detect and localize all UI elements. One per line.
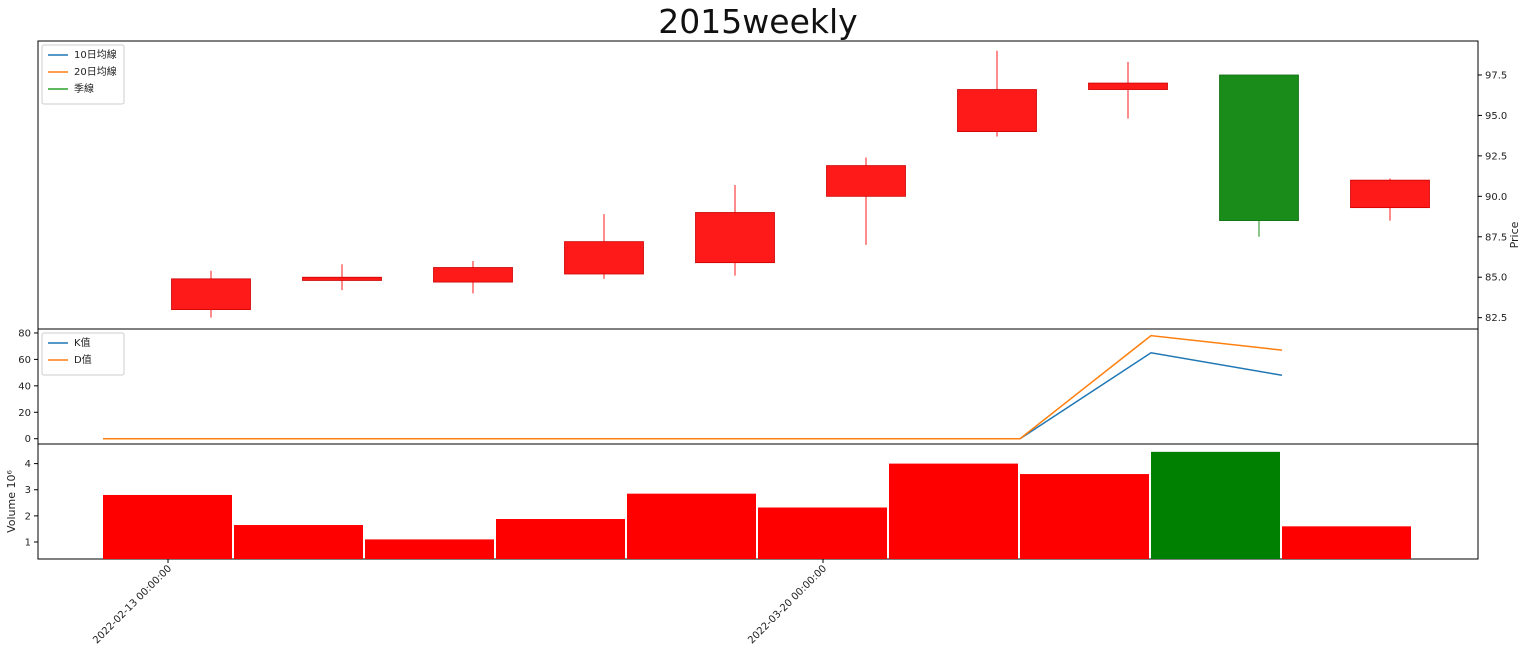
x-tick-label: 2022-03-20 00:00:00 [746, 563, 829, 646]
kd-legend-label: K值 [74, 336, 91, 349]
volume-ytick-label: 3 [25, 485, 31, 496]
kd-series-line-d [103, 334, 1283, 440]
candle-body [1219, 74, 1299, 221]
candle-body [171, 278, 251, 310]
chart-title: 2015weekly [658, 2, 857, 41]
x-axis: 2022-02-13 00:00:00 2022-03-20 00:00:00 [91, 559, 829, 646]
kd-ytick-label: 0 [25, 434, 31, 445]
volume-bar [365, 539, 494, 559]
price-ytick-label: 92.5 [1485, 151, 1507, 162]
kd-legend-label: D值 [74, 353, 92, 366]
price-legend-label: 20日均線 [74, 65, 117, 78]
price-ytick-label: 85.0 [1485, 273, 1507, 284]
x-tick-label: 2022-02-13 00:00:00 [91, 563, 174, 646]
volume-bar [627, 493, 756, 559]
kd-ytick-label: 80 [18, 328, 31, 339]
candle-body [957, 89, 1037, 133]
candle-body [564, 241, 644, 275]
price-ytick-label: 97.5 [1485, 70, 1507, 81]
volume-panel: 1 2 3 4 Volume 10⁶ [5, 443, 1479, 560]
volume-bar [758, 507, 887, 559]
kd-ytick-label: 60 [18, 355, 31, 366]
volume-ytick-label: 4 [25, 459, 31, 470]
volume-bar [889, 463, 1018, 559]
price-ylabel: Price [1508, 221, 1521, 248]
kd-panel: 0 20 40 60 80 K值 D值 [18, 328, 1479, 445]
price-ytick-label: 82.5 [1485, 313, 1507, 324]
kd-ytick-label: 40 [18, 381, 31, 392]
price-legend-label: 10日均線 [74, 48, 117, 61]
candle-body [695, 212, 775, 264]
kd-series-line-k [103, 352, 1283, 440]
price-panel: 82.5 85.0 87.5 90.0 92.5 95.0 97.5 Price 10日均線 20… [37, 40, 1521, 330]
volume-ylabel: Volume 10⁶ [5, 470, 18, 533]
volume-bar [496, 519, 625, 559]
candle-body [826, 165, 906, 197]
price-ytick-label: 87.5 [1485, 232, 1507, 243]
price-ytick-label: 90.0 [1485, 192, 1507, 203]
candle-body [302, 276, 382, 281]
kd-ytick-label: 20 [18, 408, 31, 419]
volume-bar [234, 525, 363, 559]
volume-bar [1151, 451, 1280, 559]
price-legend-label: 季線 [74, 82, 94, 95]
price-ytick-label: 95.0 [1485, 111, 1507, 122]
kd-axes-frame [37, 328, 1479, 445]
candle-body [433, 267, 513, 283]
volume-bar [1020, 474, 1149, 559]
candle-body [1088, 82, 1168, 90]
volume-bar [1282, 526, 1411, 559]
volume-ytick-label: 2 [25, 511, 31, 522]
volume-ytick-label: 1 [25, 538, 31, 549]
candle-body [1350, 179, 1430, 209]
volume-bar [103, 494, 232, 559]
